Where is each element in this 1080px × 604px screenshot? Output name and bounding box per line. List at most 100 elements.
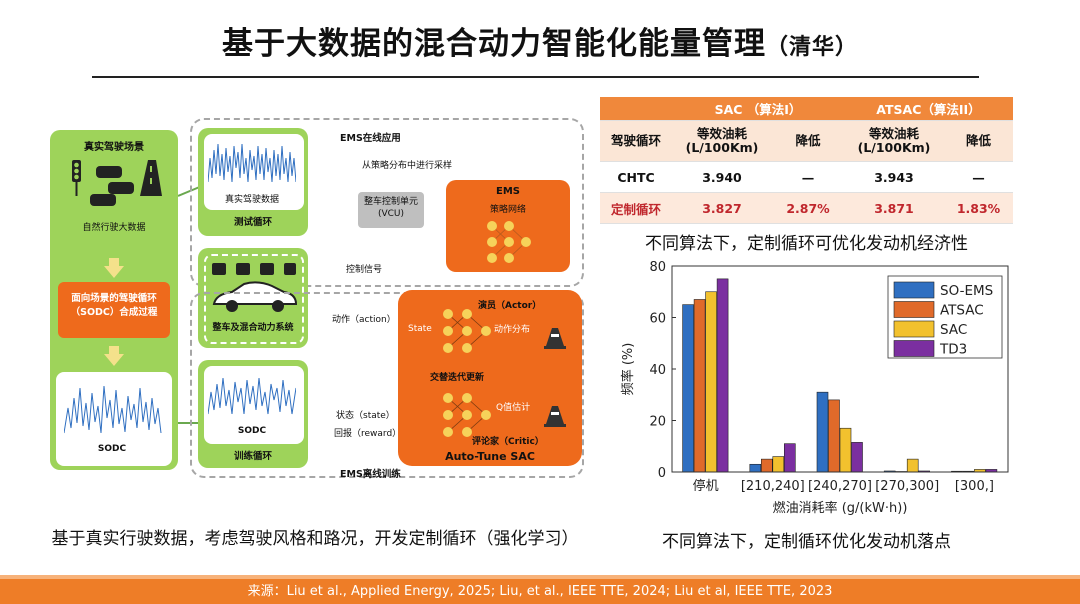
chart-legend-label: TD3 [939, 342, 967, 358]
chart-legend-label: SO-EMS [940, 283, 993, 299]
chart-bar [906, 458, 919, 473]
down-arrow-1 [104, 258, 124, 282]
table-header-algorithms: SAC （算法I） ATSAC（算法II） [600, 97, 1013, 121]
sodc-plot-frame [56, 372, 172, 466]
chart-y-tick-label: 40 [649, 363, 666, 378]
training-cycle-label: 训练循环 [233, 451, 272, 462]
chart-legend-swatch [893, 281, 935, 299]
chart-bar [693, 299, 706, 473]
chart-bar [705, 291, 717, 473]
table-header-sac: SAC （算法I） [672, 97, 844, 121]
chart-bar [761, 458, 773, 473]
big-data-label: 自然行驶大数据 [82, 223, 146, 233]
table-col-fuel-atsac: 等效油耗 (L/100Km) [844, 120, 944, 162]
vehicle-system-label: 整车及混合动力系统 [212, 323, 294, 333]
q-estimate-label: Q值估计 [496, 403, 531, 413]
sodc-process-label: 面向场景的驾驶循环（SODC）合成过程 [70, 293, 158, 318]
table-cell: 1.83% [944, 192, 1013, 224]
test-cycle-label: 测试循环 [233, 217, 272, 228]
chart-y-tick-label: 60 [649, 312, 666, 327]
chart-x-tick-label: [270,300] [875, 479, 939, 494]
caption-top: 不同算法下，定制循环可优化发动机经济性 [645, 234, 968, 254]
real-scene-title: 真实驾驶场景 [84, 142, 144, 153]
sodc-label-left: SODC [97, 444, 127, 454]
scene-icons [68, 156, 163, 214]
table-col-reduction-atsac: 降低 [944, 120, 1013, 162]
powertrain-icons [210, 260, 300, 278]
ems-online-label: EMS在线应用 [340, 133, 401, 144]
chart-bar [828, 399, 840, 473]
table-cell: 3.871 [844, 192, 944, 224]
results-table: SAC （算法I） ATSAC（算法II） 驾驶循环 等效油耗 (L/100Km… [600, 97, 1013, 224]
table-header-atsac: ATSAC（算法II） [844, 97, 1013, 121]
critic-label: 评论家（Critic） [472, 437, 544, 447]
chart-legend-swatch [893, 320, 935, 338]
chart-x-tick-label: [300,] [955, 479, 994, 494]
page-title-suffix: （清华） [765, 35, 858, 60]
table-row: 定制循环 3.827 2.87% 3.871 1.83% [600, 192, 1013, 224]
table-header-empty [600, 97, 672, 121]
chart-bar [851, 442, 863, 473]
table-cell: 定制循环 [600, 192, 672, 224]
chart-plot-frame [671, 265, 1009, 473]
chart-bar [716, 278, 729, 473]
table-cell: 3.827 [672, 192, 772, 224]
action-label: 动作（action） [332, 315, 396, 325]
sodc-process-box [58, 282, 170, 338]
table-cell: 3.943 [844, 161, 944, 193]
page-title: 基于大数据的混合动力智能化能量管理（清华） [0, 18, 1080, 63]
alternate-update-label: 交替迭代更新 [430, 373, 485, 383]
auto-tune-sac-box [398, 290, 582, 466]
sodc-label-mid: SODC [237, 426, 267, 436]
left-caption: 基于真实行驶数据，考虑驾驶风格和路况，开发定制循环（强化学习） [51, 529, 579, 549]
title-divider [92, 76, 979, 78]
page-title-main: 基于大数据的混合动力智能化能量管理 [221, 26, 766, 62]
chart-y-axis-label: 频率 (%) [620, 343, 636, 396]
chart-y-tick-label: 0 [658, 466, 666, 481]
critic-network-icon [442, 388, 492, 442]
state-label: 状态（state） [336, 411, 395, 421]
down-arrow-2 [104, 346, 124, 370]
table-col-fuel-sac: 等效油耗 (L/100Km) [672, 120, 772, 162]
reward-label: 回报（reward） [334, 429, 402, 439]
ems-offline-label: EMS离线训练 [340, 469, 401, 480]
ems-online-region [190, 118, 584, 287]
chart-bar [682, 304, 694, 473]
chart-bar [839, 427, 852, 473]
chart-bar [772, 456, 785, 473]
actor-label: 演员（Actor） [478, 301, 542, 311]
chart-y-tick-label: 20 [649, 415, 666, 430]
chart-bar [749, 463, 762, 473]
real-data-label: 真实驾驶数据 [224, 195, 279, 205]
chart-legend-swatch [893, 301, 935, 318]
auto-tune-label: Auto-Tune SAC [445, 450, 535, 463]
table-cell: 2.87% [772, 192, 844, 224]
table-col-reduction-sac: 降低 [772, 120, 844, 162]
framework-diagram: 真实驾驶场景 自然行驶大数据 面向场景的驾驶循环（SODC）合成过程 SODC … [50, 108, 590, 480]
chart-x-tick-label: [210,240] [741, 479, 805, 494]
training-signal-plot [207, 370, 297, 420]
policy-network-icon [486, 216, 532, 268]
table-cell: — [772, 161, 844, 193]
chart-legend-label: ATSAC [940, 303, 984, 319]
vcu-label: 整车控制单元 (VCU) [363, 197, 418, 219]
chart-bar [784, 443, 796, 473]
control-signal-label: 控制信号 [346, 265, 383, 275]
cone-icon-top [544, 326, 566, 354]
bar-chart: 0 20 40 60 80 停机 [210,240] [240,270] [270,300] [… [620, 260, 1009, 516]
state-input-label: State [408, 324, 432, 334]
chart-x-axis-label: 燃油消耗率 (g/(kW·h)) [773, 500, 908, 516]
chart-legend-label: SAC [940, 322, 967, 338]
table-cell: — [944, 161, 1013, 193]
table-cell: 3.940 [672, 161, 772, 193]
table-header-columns: 驾驶循环 等效油耗 (L/100Km) 降低 等效油耗 (L/100Km) 降低 [600, 120, 1013, 162]
source-footer: 来源：Liu et al., Applied Energy, 2025; Liu… [0, 579, 1080, 604]
action-dist-label: 动作分布 [494, 325, 531, 335]
chart-bar [816, 391, 829, 473]
sodc-signal-plot [63, 378, 162, 440]
vcu-box [358, 192, 424, 228]
sampling-label: 从策略分布中进行采样 [362, 161, 453, 171]
chart-x-tick-label: 停机 [693, 478, 719, 494]
cone-icon-bottom [544, 404, 566, 432]
real-data-plot [207, 138, 297, 188]
